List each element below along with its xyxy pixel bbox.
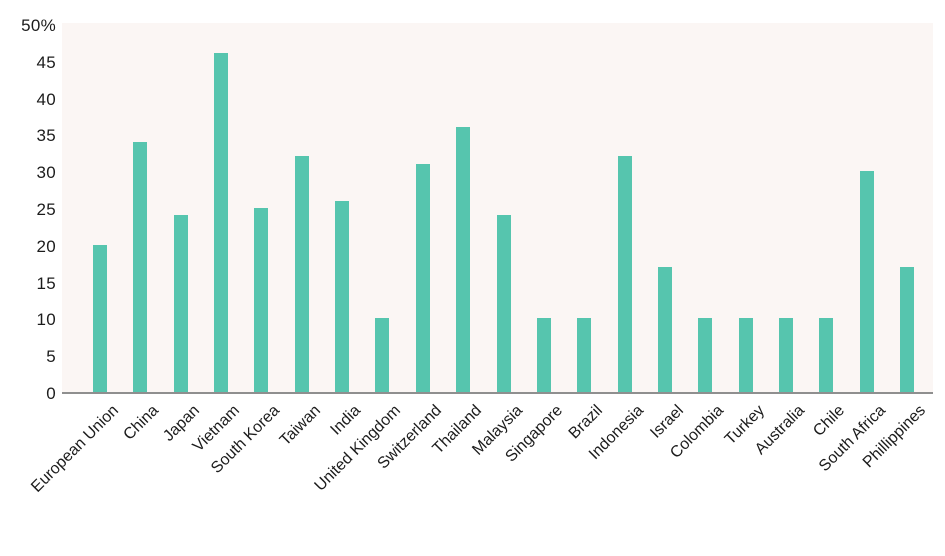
y-tick-label: 30 bbox=[36, 163, 56, 183]
plot-area bbox=[62, 23, 933, 394]
y-tick-label: 20 bbox=[36, 236, 56, 256]
y-tick-label: 40 bbox=[36, 89, 56, 109]
bar-chart: 50% 45 40 35 30 25 20 15 10 5 0 European Union Chin… bbox=[21, 16, 933, 496]
bar-phillippines bbox=[900, 267, 914, 392]
bar-turkey bbox=[739, 318, 753, 392]
bar-israel bbox=[658, 267, 672, 392]
bar-malaysia bbox=[497, 215, 511, 392]
y-tick-label: 50% bbox=[21, 16, 56, 35]
bar-indonesia bbox=[618, 156, 632, 392]
bar-united-kingdom bbox=[375, 318, 389, 392]
y-tick-label: 45 bbox=[36, 52, 56, 72]
bar-south-africa bbox=[860, 171, 874, 392]
bar-thailand bbox=[456, 127, 470, 392]
bar-china bbox=[133, 142, 147, 392]
bar-colombia bbox=[698, 318, 712, 392]
bar-taiwan bbox=[295, 156, 309, 392]
bar-india bbox=[335, 201, 349, 392]
bar-south-korea bbox=[254, 208, 268, 392]
bar-european-union bbox=[93, 245, 107, 392]
bar-chile bbox=[819, 318, 833, 392]
y-tick-label: 5 bbox=[46, 347, 56, 367]
bar-brazil bbox=[577, 318, 591, 392]
bar-singapore bbox=[537, 318, 551, 392]
bar-japan bbox=[174, 215, 188, 392]
y-tick-label: 10 bbox=[36, 310, 56, 330]
y-tick-label: 35 bbox=[36, 126, 56, 146]
bar-switzerland bbox=[416, 164, 430, 392]
y-tick-label: 15 bbox=[36, 273, 56, 293]
y-tick-label: 0 bbox=[46, 384, 56, 403]
bar-australia bbox=[779, 318, 793, 392]
bar-vietnam bbox=[214, 53, 228, 392]
y-tick-label: 25 bbox=[36, 200, 56, 219]
